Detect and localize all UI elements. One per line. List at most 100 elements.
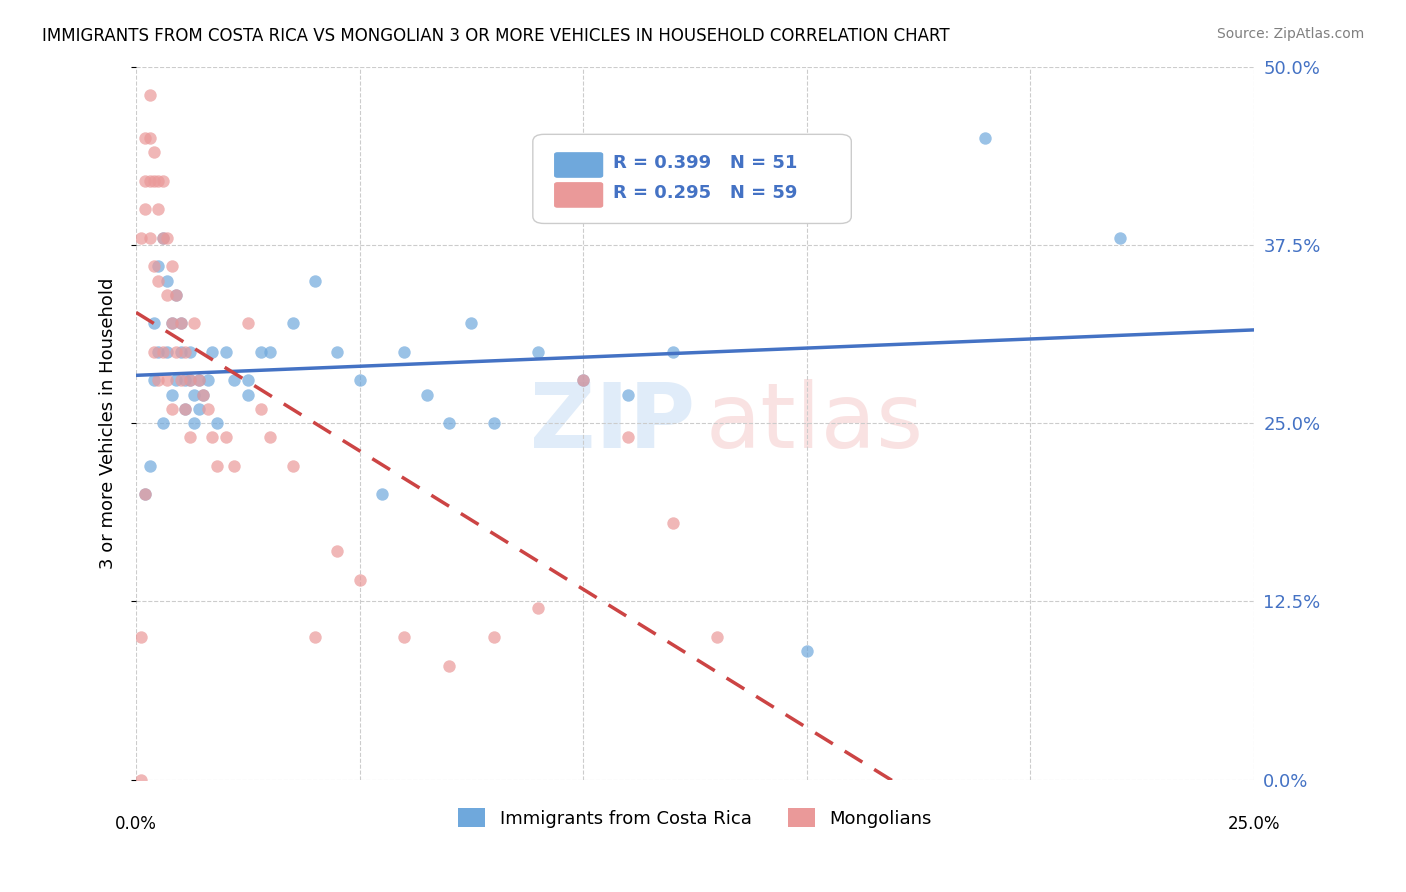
Point <box>437 658 460 673</box>
Point <box>415 387 437 401</box>
Point <box>394 630 416 644</box>
Point <box>974 131 997 145</box>
Text: R = 0.399   N = 51: R = 0.399 N = 51 <box>613 153 797 172</box>
Point <box>143 344 166 359</box>
Legend: Immigrants from Costa Rica, Mongolians: Immigrants from Costa Rica, Mongolians <box>451 801 939 835</box>
Point <box>304 273 326 287</box>
FancyBboxPatch shape <box>554 153 603 178</box>
Point <box>143 316 166 330</box>
Point <box>143 145 166 160</box>
Point <box>187 401 209 416</box>
Point <box>527 601 550 615</box>
Point <box>706 630 728 644</box>
Point <box>134 174 156 188</box>
Point <box>187 373 209 387</box>
Point <box>482 416 505 430</box>
Point <box>183 387 205 401</box>
Point <box>281 316 304 330</box>
Point <box>148 273 170 287</box>
Point <box>371 487 394 501</box>
Point <box>281 458 304 473</box>
Point <box>138 458 160 473</box>
Point <box>796 644 818 658</box>
Point <box>170 316 193 330</box>
Point <box>197 373 219 387</box>
Point <box>129 231 152 245</box>
FancyBboxPatch shape <box>533 135 851 224</box>
Point <box>236 373 259 387</box>
Point <box>152 231 174 245</box>
Point <box>134 487 156 501</box>
Point <box>152 231 174 245</box>
Point <box>617 430 640 444</box>
Point <box>326 544 349 558</box>
Point <box>152 344 174 359</box>
Point <box>165 287 187 301</box>
Point <box>170 344 193 359</box>
Point <box>143 174 166 188</box>
Text: Source: ZipAtlas.com: Source: ZipAtlas.com <box>1216 27 1364 41</box>
Point <box>129 630 152 644</box>
Point <box>174 373 197 387</box>
Point <box>617 387 640 401</box>
Point <box>224 458 246 473</box>
Point <box>156 231 179 245</box>
Point <box>152 174 174 188</box>
Point <box>152 416 174 430</box>
Point <box>482 630 505 644</box>
Text: 25.0%: 25.0% <box>1227 815 1279 833</box>
Point <box>326 344 349 359</box>
Point <box>224 373 246 387</box>
Point <box>160 316 183 330</box>
Point <box>156 344 179 359</box>
Point <box>165 287 187 301</box>
Point <box>259 430 281 444</box>
Point <box>191 387 214 401</box>
Point <box>527 344 550 359</box>
Point <box>170 373 193 387</box>
Text: R = 0.295   N = 59: R = 0.295 N = 59 <box>613 184 797 202</box>
Point <box>165 344 187 359</box>
Point <box>170 316 193 330</box>
Point <box>179 373 201 387</box>
Point <box>187 373 209 387</box>
Point <box>205 416 228 430</box>
Point <box>183 316 205 330</box>
Point <box>143 373 166 387</box>
Point <box>160 387 183 401</box>
Point <box>1108 231 1130 245</box>
Point <box>160 259 183 273</box>
Point <box>160 316 183 330</box>
Point <box>148 373 170 387</box>
Point <box>572 373 595 387</box>
Point <box>214 430 236 444</box>
Point <box>138 231 160 245</box>
Point <box>201 430 224 444</box>
Point <box>138 131 160 145</box>
Point <box>661 344 683 359</box>
Point <box>197 401 219 416</box>
Point <box>134 131 156 145</box>
Point <box>165 373 187 387</box>
Point <box>205 458 228 473</box>
Point <box>259 344 281 359</box>
Point <box>214 344 236 359</box>
Point <box>143 259 166 273</box>
Point <box>129 772 152 787</box>
Y-axis label: 3 or more Vehicles in Household: 3 or more Vehicles in Household <box>100 277 117 569</box>
Point <box>304 630 326 644</box>
Point <box>460 316 482 330</box>
Text: IMMIGRANTS FROM COSTA RICA VS MONGOLIAN 3 OR MORE VEHICLES IN HOUSEHOLD CORRELAT: IMMIGRANTS FROM COSTA RICA VS MONGOLIAN … <box>42 27 950 45</box>
Point <box>250 401 273 416</box>
Point <box>250 344 273 359</box>
Point <box>174 401 197 416</box>
Point <box>134 487 156 501</box>
Point <box>156 287 179 301</box>
Text: 0.0%: 0.0% <box>115 815 157 833</box>
Point <box>201 344 224 359</box>
Point <box>148 174 170 188</box>
Point <box>183 416 205 430</box>
Point <box>148 202 170 217</box>
Text: atlas: atlas <box>706 379 924 467</box>
Point <box>138 88 160 103</box>
